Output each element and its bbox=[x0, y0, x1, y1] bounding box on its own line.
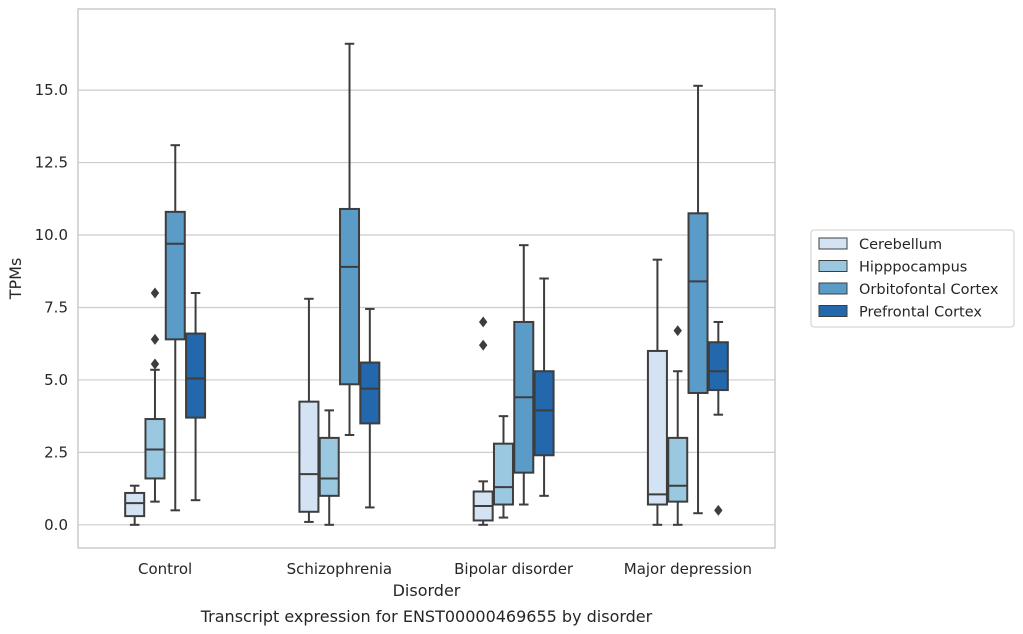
x-tick-label-control: Control bbox=[138, 560, 192, 578]
x-axis-label: Disorder bbox=[393, 581, 461, 600]
outlier-point bbox=[150, 358, 160, 370]
box-orbitofontal-cortex-control bbox=[164, 144, 186, 512]
legend-label-hipppocampus: Hipppocampus bbox=[859, 260, 967, 276]
box-hipppocampus-major-depression bbox=[667, 325, 689, 526]
y-tick-label: 12.5 bbox=[35, 154, 68, 172]
box-iqr bbox=[298, 400, 320, 513]
legend: Cerebellum Hipppocampus Orbitofontal Corte… bbox=[810, 229, 1015, 328]
box-iqr bbox=[707, 341, 729, 392]
box-iqr bbox=[667, 436, 689, 503]
plot-frame bbox=[77, 8, 776, 549]
y-tick-label: 2.5 bbox=[44, 443, 68, 461]
box-hipppocampus-bipolar-disorder bbox=[492, 415, 514, 519]
x-tick-labels: Control Schizophrenia Bipolar disorder Majo… bbox=[138, 560, 752, 578]
y-axis-label: TPMs bbox=[6, 258, 25, 301]
y-tick-label: 0.0 bbox=[44, 516, 68, 534]
chart-caption: Transcript expression for ENST0000046965… bbox=[200, 607, 653, 626]
legend-label-orbitofontal-cortex: Orbitofontal Cortex bbox=[859, 282, 999, 298]
box-cerebellum-bipolar-disorder bbox=[472, 316, 494, 526]
legend-swatch-orbitofontal-cortex bbox=[818, 282, 848, 295]
box-iqr bbox=[492, 442, 514, 506]
box-iqr bbox=[359, 361, 381, 425]
legend-swatch-prefrontal-cortex bbox=[818, 305, 848, 317]
outlier-point bbox=[478, 339, 488, 351]
x-tick-label-major-depression: Major depression bbox=[624, 560, 752, 578]
outlier-point bbox=[150, 333, 160, 345]
box-iqr bbox=[339, 207, 361, 386]
box-prefrontal-cortex-bipolar-disorder bbox=[533, 277, 555, 497]
x-tick-label-schizophrenia: Schizophrenia bbox=[287, 560, 392, 578]
box-iqr bbox=[185, 332, 207, 419]
x-tick-label-bipolar-disorder: Bipolar disorder bbox=[454, 560, 574, 578]
legend-swatch-hipppocampus bbox=[818, 260, 848, 272]
legend-items: Cerebellum Hipppocampus Orbitofontal Corte… bbox=[818, 237, 999, 321]
box-cerebellum-control bbox=[124, 484, 146, 526]
box-iqr bbox=[164, 210, 186, 341]
box-cerebellum-major-depression bbox=[646, 258, 668, 526]
outlier-point bbox=[673, 325, 682, 337]
legend-label-cerebellum: Cerebellum bbox=[859, 237, 942, 253]
box-orbitofontal-cortex-major-depression bbox=[687, 84, 709, 515]
outlier-point bbox=[478, 316, 488, 328]
box-hipppocampus-control bbox=[144, 287, 166, 503]
box-hipppocampus-schizophrenia bbox=[318, 409, 340, 526]
plot-boxes bbox=[124, 42, 729, 526]
y-tick-label: 7.5 bbox=[44, 298, 68, 316]
box-iqr bbox=[124, 491, 146, 518]
box-cerebellum-schizophrenia bbox=[298, 297, 320, 523]
box-orbitofontal-cortex-schizophrenia bbox=[339, 42, 361, 436]
box-iqr bbox=[687, 212, 709, 394]
box-iqr bbox=[318, 436, 340, 497]
box-iqr bbox=[533, 370, 555, 457]
y-tick-label: 15.0 bbox=[35, 81, 68, 99]
box-orbitofontal-cortex-bipolar-disorder bbox=[513, 244, 535, 506]
legend-label-prefrontal-cortex: Prefrontal Cortex bbox=[859, 305, 982, 321]
box-iqr bbox=[646, 349, 668, 506]
box-prefrontal-cortex-control bbox=[185, 291, 207, 502]
legend-frame bbox=[810, 229, 1015, 328]
y-tick-label: 10.0 bbox=[35, 226, 68, 244]
y-tick-labels: 0.0 2.5 5.0 7.5 10.0 12.5 15.0 bbox=[35, 81, 68, 534]
y-tick-label: 5.0 bbox=[44, 371, 68, 389]
legend-swatch-cerebellum bbox=[818, 237, 848, 250]
outlier-point bbox=[150, 287, 160, 299]
outlier-point bbox=[714, 504, 723, 516]
box-prefrontal-cortex-major-depression bbox=[707, 320, 729, 516]
box-prefrontal-cortex-schizophrenia bbox=[359, 307, 381, 509]
